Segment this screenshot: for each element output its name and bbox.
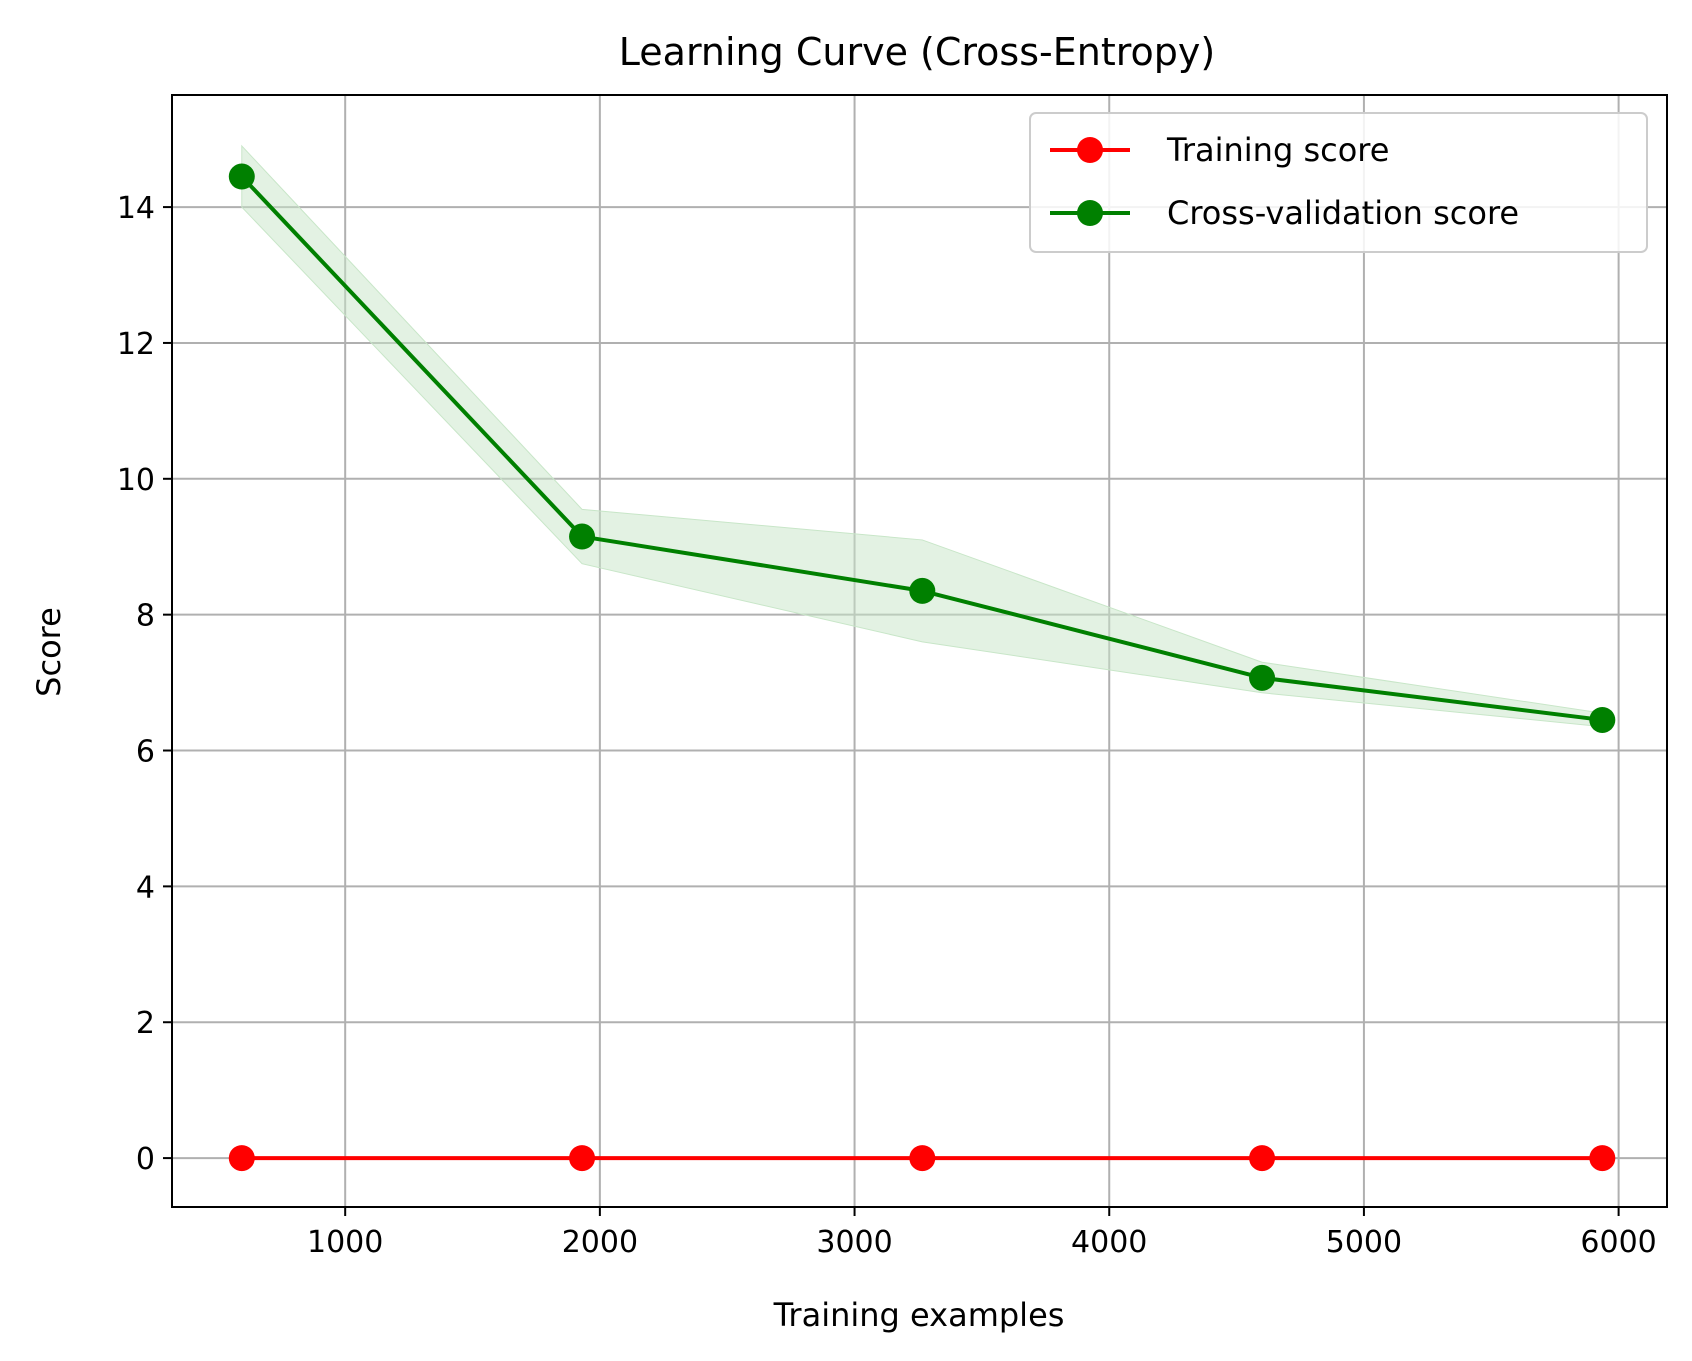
series-markers: [228, 163, 1616, 1172]
grid-lines: [172, 95, 1667, 1207]
legend-box: [1029, 112, 1648, 253]
training-score-point: [1589, 1145, 1616, 1172]
series-lines: [240, 175, 1603, 1161]
plot-frame: [171, 94, 1668, 1208]
legend: Training score Cross-validation score: [1029, 112, 1648, 253]
training-score-point: [1249, 1145, 1276, 1172]
x-axis-label: Training examples: [773, 1296, 1065, 1334]
legend-marker: [1077, 200, 1103, 226]
training-score-point: [909, 1145, 936, 1172]
cross-validation-score-point: [569, 523, 596, 550]
x-tick-label: 2000: [562, 1225, 638, 1260]
legend-marker: [1077, 137, 1103, 163]
y-tick-label: 10: [117, 463, 155, 498]
y-tick-label: 14: [117, 191, 155, 226]
x-tick-label: 5000: [1326, 1225, 1402, 1260]
y-tick-label: 4: [136, 870, 155, 905]
y-tick-label: 12: [117, 327, 155, 362]
y-tick-label: 8: [136, 599, 155, 634]
y-axis-label: Score: [30, 607, 68, 697]
y-axis-ticks: 0 2 4 6 8 10 12 14: [117, 191, 172, 1177]
x-tick-label: 4000: [1071, 1225, 1147, 1260]
cross-validation-score-point: [1249, 664, 1276, 691]
x-tick-label: 6000: [1580, 1225, 1656, 1260]
training-score-point: [569, 1145, 596, 1172]
x-tick-label: 1000: [307, 1225, 383, 1260]
legend-label: Training score: [1166, 131, 1389, 169]
x-axis-ticks: 1000 2000 3000 4000 5000 6000: [307, 1207, 1657, 1260]
y-tick-label: 0: [136, 1142, 155, 1177]
chart-title: Learning Curve (Cross-Entropy): [619, 30, 1215, 74]
y-tick-label: 2: [136, 1006, 155, 1041]
training-score-point: [228, 1145, 255, 1172]
cross-validation-score-point: [909, 577, 936, 604]
legend-label: Cross-validation score: [1167, 194, 1519, 232]
y-tick-label: 6: [136, 735, 155, 770]
legend-items: Training score Cross-validation score: [1050, 131, 1519, 232]
cross-validation-score-point: [228, 163, 255, 190]
x-tick-label: 3000: [816, 1225, 892, 1260]
cross-validation-score-point: [1589, 706, 1616, 733]
